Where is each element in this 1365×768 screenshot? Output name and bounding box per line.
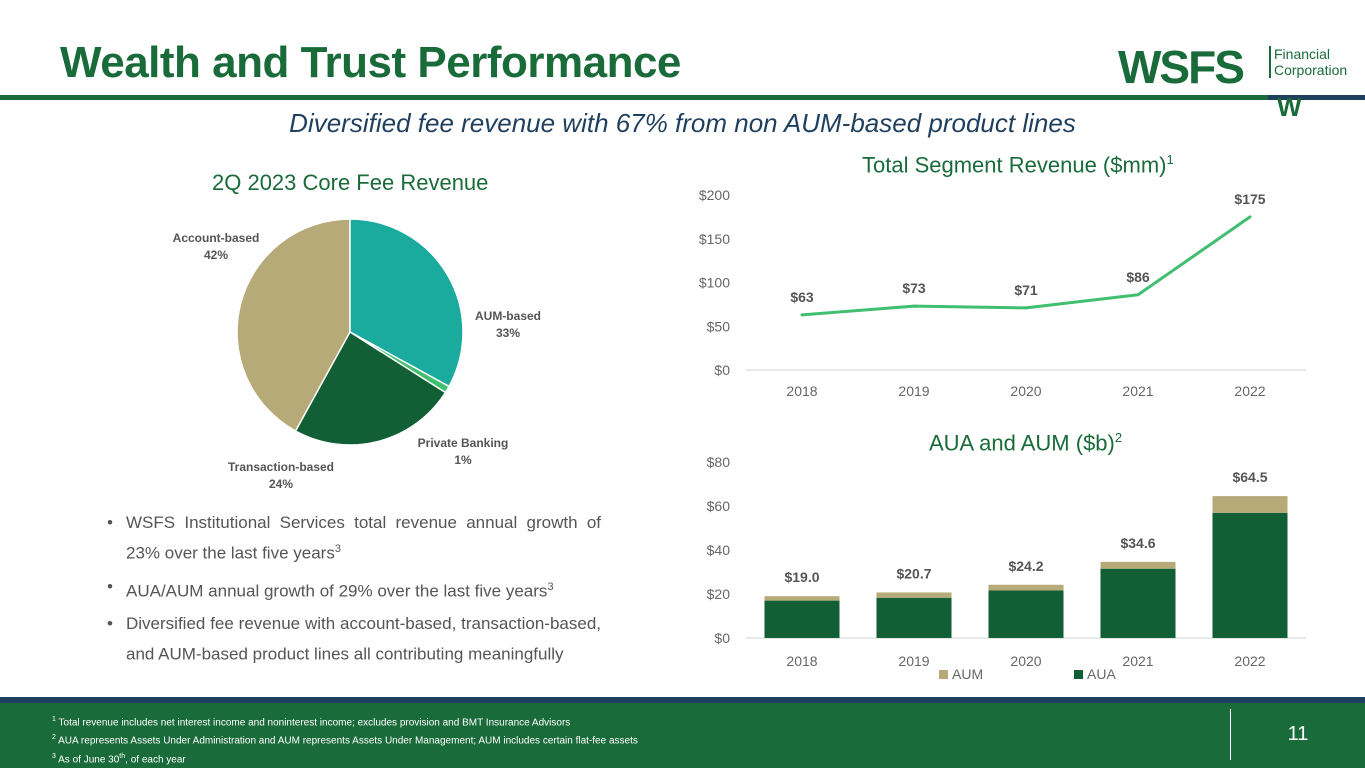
bullet-item: WSFS Institutional Services total revenu… xyxy=(107,510,601,567)
legend-swatch-aua xyxy=(1074,670,1083,679)
title-divider xyxy=(0,95,1365,100)
line-point xyxy=(800,313,804,317)
bar-aua-2022 xyxy=(1212,512,1288,638)
footer-divider xyxy=(0,697,1365,703)
line-chart: $0 $50 $100 $150 $200 2018 2019 2020 2021 2022 $63… xyxy=(699,187,1306,399)
bar-chart-title: AUA and AUM ($b)2 xyxy=(929,430,1122,456)
bullet-list: WSFS Institutional Services total revenu… xyxy=(107,510,601,675)
pie-label-name: AUM-based xyxy=(475,309,541,323)
x-tick-label: 2019 xyxy=(898,383,929,399)
pie-slice-account-based xyxy=(236,218,351,433)
x-tick-label: 2022 xyxy=(1234,653,1265,669)
line-data-label: $73 xyxy=(902,280,926,296)
x-tick-label: 2020 xyxy=(1010,653,1041,669)
line-point xyxy=(1024,306,1028,310)
y-tick-label: $40 xyxy=(707,542,731,558)
pie-label-value: 42% xyxy=(204,248,228,262)
footnotes: 1 Total revenue includes net interest in… xyxy=(52,712,638,767)
y-tick-label: $20 xyxy=(707,586,731,602)
pie-label-value: 24% xyxy=(269,477,293,491)
line-data-label: $86 xyxy=(1126,269,1150,285)
bar-chart: $0 $20 $40 $60 $80 $19.0 2018 $20.7 2019 $24.2 202… xyxy=(707,454,1306,682)
pie-label-name: Account-based xyxy=(173,231,260,245)
legend-label-aua: AUA xyxy=(1087,666,1116,682)
x-tick-label: 2021 xyxy=(1122,653,1153,669)
y-tick-label: $60 xyxy=(707,498,731,514)
x-tick-label: 2018 xyxy=(786,383,817,399)
y-tick-label: $80 xyxy=(707,454,731,470)
footnote-3: 3 As of June 30th, of each year xyxy=(52,752,186,765)
bar-aua-2019 xyxy=(876,597,952,638)
bar-total-label: $34.6 xyxy=(1120,535,1155,551)
bar-aum-2022 xyxy=(1212,496,1288,513)
title-divider-accent xyxy=(1268,95,1365,100)
pie-label-value: 33% xyxy=(496,326,520,340)
bar-chart-title-footnote: 2 xyxy=(1114,430,1123,445)
footnote-2: 2 AUA represents Assets Under Administra… xyxy=(52,734,638,747)
pie-label-name: Private Banking xyxy=(418,436,509,450)
line-point xyxy=(1136,293,1140,297)
bar-aum-2019 xyxy=(876,592,952,598)
y-tick-label: $0 xyxy=(714,630,730,646)
y-tick-label: $50 xyxy=(707,318,731,334)
x-tick-label: 2020 xyxy=(1010,383,1041,399)
logo-wordmark: WSFS xyxy=(1118,41,1245,93)
pie-label-name: Transaction-based xyxy=(228,460,334,474)
bar-total-label: $64.5 xyxy=(1232,469,1267,485)
bullet-item: AUA/AUM annual growth of 29% over the la… xyxy=(107,574,601,605)
bar-aum-2018 xyxy=(764,596,840,601)
y-tick-label: $150 xyxy=(699,231,730,247)
legend-label-aum: AUM xyxy=(952,666,983,682)
line-data-label: $175 xyxy=(1234,191,1265,207)
logo-sub-line2: Corporation xyxy=(1274,62,1348,78)
x-tick-label: 2018 xyxy=(786,653,817,669)
line-chart-title: Total Segment Revenue ($mm)1 xyxy=(862,152,1174,178)
y-tick-label: $0 xyxy=(714,362,730,378)
bar-aua-2021 xyxy=(1100,568,1176,638)
legend-swatch-aum xyxy=(939,670,948,679)
page-number-divider xyxy=(1230,709,1231,760)
logo-subtext: Financial Corporation xyxy=(1269,46,1347,78)
pie-chart-title: 2Q 2023 Core Fee Revenue xyxy=(212,170,489,195)
x-tick-label: 2021 xyxy=(1122,383,1153,399)
y-tick-label: $200 xyxy=(699,187,730,203)
bar-aum-2020 xyxy=(988,584,1064,591)
footnote-1: 1 Total revenue includes net interest in… xyxy=(52,716,571,729)
wsfs-logo: WSFS Financial Corporation W xyxy=(1118,40,1358,122)
logo-mark: W xyxy=(1277,92,1302,122)
y-tick-label: $100 xyxy=(699,275,730,291)
bullet-item: Diversified fee revenue with account-bas… xyxy=(107,611,601,668)
bar-total-label: $24.2 xyxy=(1008,558,1043,574)
line-chart-title-text: Total Segment Revenue ($mm) xyxy=(862,152,1167,178)
bar-aua-2020 xyxy=(988,590,1064,638)
bar-aua-2018 xyxy=(764,600,840,638)
x-tick-label: 2022 xyxy=(1234,383,1265,399)
x-tick-label: 2019 xyxy=(898,653,929,669)
line-point xyxy=(1248,215,1252,219)
page-number: 11 xyxy=(1287,723,1309,745)
bar-aum-2021 xyxy=(1100,561,1176,569)
bar-total-label: $19.0 xyxy=(784,569,819,585)
logo-sub-line1: Financial xyxy=(1274,46,1331,62)
line-data-label: $71 xyxy=(1014,282,1038,298)
pie-chart: Account-based 42% AUM-based 33% Private Bank… xyxy=(173,218,541,491)
bar-chart-title-text: AUA and AUM ($b) xyxy=(929,430,1115,456)
footer: 1 Total revenue includes net interest in… xyxy=(0,703,1365,768)
slide-subtitle: Diversified fee revenue with 67% from no… xyxy=(289,108,1076,138)
page-title: Wealth and Trust Performance xyxy=(60,38,681,87)
line-series-revenue xyxy=(801,215,1251,317)
pie-slice-transaction-based xyxy=(294,330,447,446)
bar-total-label: $20.7 xyxy=(896,565,931,581)
pie-slice-aum-based xyxy=(349,218,464,388)
line-point xyxy=(912,304,916,308)
line-data-label: $63 xyxy=(790,289,814,305)
line-chart-title-footnote: 1 xyxy=(1166,152,1174,167)
pie-label-value: 1% xyxy=(454,453,472,467)
